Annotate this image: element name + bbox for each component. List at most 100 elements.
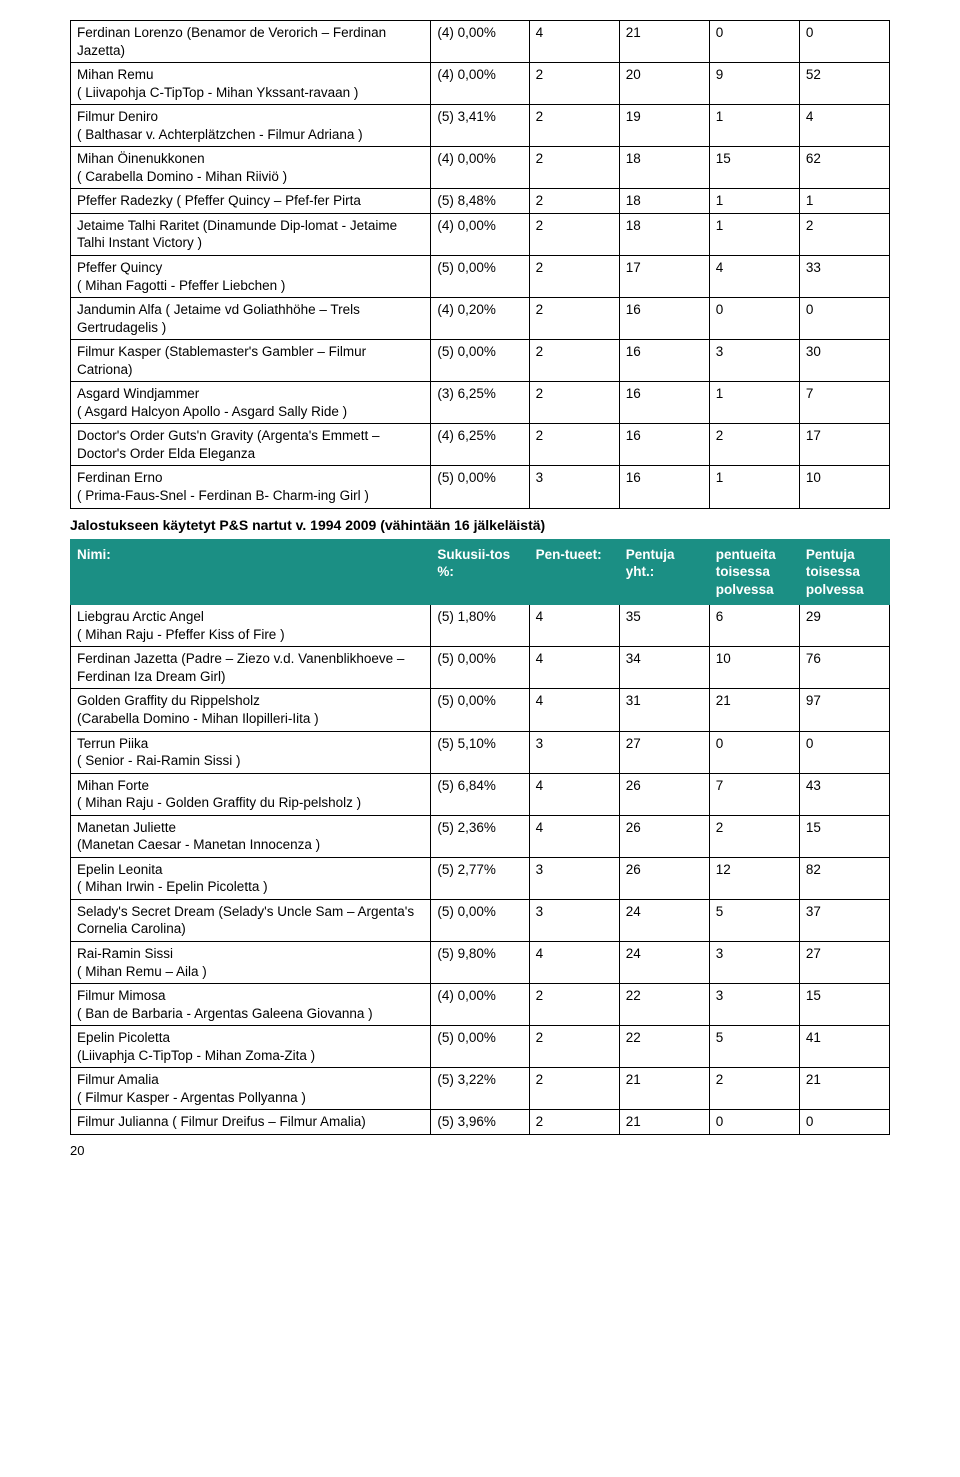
cell-value: 33 (799, 256, 889, 298)
cell-value: 22 (619, 984, 709, 1026)
cell-value: 0 (709, 21, 799, 63)
table-row: Filmur Amalia( Filmur Kasper - Argentas … (71, 1068, 890, 1110)
cell-name: Manetan Juliette(Manetan Caesar - Maneta… (71, 815, 431, 857)
cell-value: 2 (529, 213, 619, 255)
cell-value: 18 (619, 213, 709, 255)
table-row: Jandumin Alfa ( Jetaime vd Goliathhöhe –… (71, 298, 890, 340)
cell-value: 9 (709, 63, 799, 105)
cell-value: 35 (619, 605, 709, 647)
cell-name: Epelin Leonita( Mihan Irwin - Epelin Pic… (71, 857, 431, 899)
cell-value: 2 (529, 105, 619, 147)
cell-value: 21 (619, 1110, 709, 1135)
cell-value: 4 (529, 689, 619, 731)
table-row: Jetaime Talhi Raritet (Dinamunde Dip-lom… (71, 213, 890, 255)
cell-value: 22 (619, 1026, 709, 1068)
cell-value: 4 (799, 105, 889, 147)
cell-value: 17 (619, 256, 709, 298)
cell-value: 4 (529, 941, 619, 983)
cell-value: 16 (619, 340, 709, 382)
cell-value: 5 (709, 1026, 799, 1068)
cell-value: (5) 0,00% (431, 1026, 529, 1068)
cell-name: Ferdinan Lorenzo (Benamor de Verorich – … (71, 21, 431, 63)
cell-name: Filmur Mimosa( Ban de Barbaria - Argenta… (71, 984, 431, 1026)
cell-value: 76 (799, 647, 889, 689)
cell-value: 1 (709, 105, 799, 147)
cell-value: 4 (529, 773, 619, 815)
cell-value: 24 (619, 941, 709, 983)
cell-value: 43 (799, 773, 889, 815)
cell-value: (4) 0,00% (431, 213, 529, 255)
cell-value: 3 (709, 340, 799, 382)
cell-value: 2 (529, 298, 619, 340)
table-header-cell: pentueita toisessa polvessa (709, 539, 799, 605)
cell-value: 2 (529, 63, 619, 105)
cell-name: Ferdinan Jazetta (Padre – Ziezo v.d. Van… (71, 647, 431, 689)
cell-value: 18 (619, 189, 709, 214)
cell-value: 2 (529, 1110, 619, 1135)
cell-value: 3 (709, 984, 799, 1026)
cell-value: (5) 3,96% (431, 1110, 529, 1135)
cell-value: 31 (619, 689, 709, 731)
cell-value: 21 (799, 1068, 889, 1110)
cell-value: 20 (619, 63, 709, 105)
cell-name: Filmur Deniro( Balthasar v. Achterplätzc… (71, 105, 431, 147)
cell-value: 97 (799, 689, 889, 731)
cell-value: 62 (799, 147, 889, 189)
cell-value: (5) 8,48% (431, 189, 529, 214)
table-row: Filmur Julianna ( Filmur Dreifus – Filmu… (71, 1110, 890, 1135)
cell-value: 2 (529, 147, 619, 189)
cell-name: Selady's Secret Dream (Selady's Uncle Sa… (71, 899, 431, 941)
cell-name: Jetaime Talhi Raritet (Dinamunde Dip-lom… (71, 213, 431, 255)
table-row: Mihan Forte( Mihan Raju - Golden Graffit… (71, 773, 890, 815)
cell-value: 7 (799, 382, 889, 424)
cell-value: 4 (529, 21, 619, 63)
cell-name: Terrun Piika( Senior - Rai-Ramin Sissi ) (71, 731, 431, 773)
table-header-cell: Nimi: (71, 539, 431, 605)
cell-name: Rai-Ramin Sissi( Mihan Remu – Aila ) (71, 941, 431, 983)
cell-name: Epelin Picoletta(Liivaphja C-TipTop - Mi… (71, 1026, 431, 1068)
table-row: Ferdinan Jazetta (Padre – Ziezo v.d. Van… (71, 647, 890, 689)
data-table-1: Ferdinan Lorenzo (Benamor de Verorich – … (70, 20, 890, 509)
cell-value: 0 (709, 731, 799, 773)
cell-value: 0 (799, 1110, 889, 1135)
table-row: Terrun Piika( Senior - Rai-Ramin Sissi )… (71, 731, 890, 773)
cell-value: (5) 3,41% (431, 105, 529, 147)
cell-value: 0 (709, 1110, 799, 1135)
cell-value: 2 (529, 189, 619, 214)
cell-value: 1 (709, 382, 799, 424)
cell-value: (5) 5,10% (431, 731, 529, 773)
cell-value: (4) 0,00% (431, 147, 529, 189)
table-row: Mihan Öinenukkonen( Carabella Domino - M… (71, 147, 890, 189)
cell-value: 6 (709, 605, 799, 647)
table-row: Liebgrau Arctic Angel( Mihan Raju - Pfef… (71, 605, 890, 647)
table-row: Epelin Leonita( Mihan Irwin - Epelin Pic… (71, 857, 890, 899)
cell-value: (5) 2,77% (431, 857, 529, 899)
cell-value: 24 (619, 899, 709, 941)
page-number: 20 (70, 1143, 890, 1158)
cell-value: 26 (619, 815, 709, 857)
table-row: Ferdinan Lorenzo (Benamor de Verorich – … (71, 21, 890, 63)
cell-value: 7 (709, 773, 799, 815)
cell-value: 3 (529, 731, 619, 773)
cell-name: Jandumin Alfa ( Jetaime vd Goliathhöhe –… (71, 298, 431, 340)
cell-value: 2 (529, 984, 619, 1026)
cell-name: Mihan Forte( Mihan Raju - Golden Graffit… (71, 773, 431, 815)
cell-value: 16 (619, 382, 709, 424)
cell-value: (5) 0,00% (431, 899, 529, 941)
cell-value: 2 (529, 256, 619, 298)
cell-name: Pfeffer Radezky ( Pfeffer Quincy – Pfef-… (71, 189, 431, 214)
cell-value: 0 (799, 298, 889, 340)
table-row: Pfeffer Quincy( Mihan Fagotti - Pfeffer … (71, 256, 890, 298)
cell-value: 17 (799, 424, 889, 466)
cell-value: (5) 0,00% (431, 466, 529, 508)
cell-value: 37 (799, 899, 889, 941)
cell-value: 12 (709, 857, 799, 899)
cell-value: 4 (529, 605, 619, 647)
table-row: Manetan Juliette(Manetan Caesar - Maneta… (71, 815, 890, 857)
cell-value: 41 (799, 1026, 889, 1068)
table-row: Filmur Kasper (Stablemaster's Gambler – … (71, 340, 890, 382)
table-row: Asgard Windjammer( Asgard Halcyon Apollo… (71, 382, 890, 424)
cell-name: Mihan Remu( Liivapohja C-TipTop - Mihan … (71, 63, 431, 105)
cell-name: Filmur Julianna ( Filmur Dreifus – Filmu… (71, 1110, 431, 1135)
table-header-cell: Pentuja yht.: (619, 539, 709, 605)
